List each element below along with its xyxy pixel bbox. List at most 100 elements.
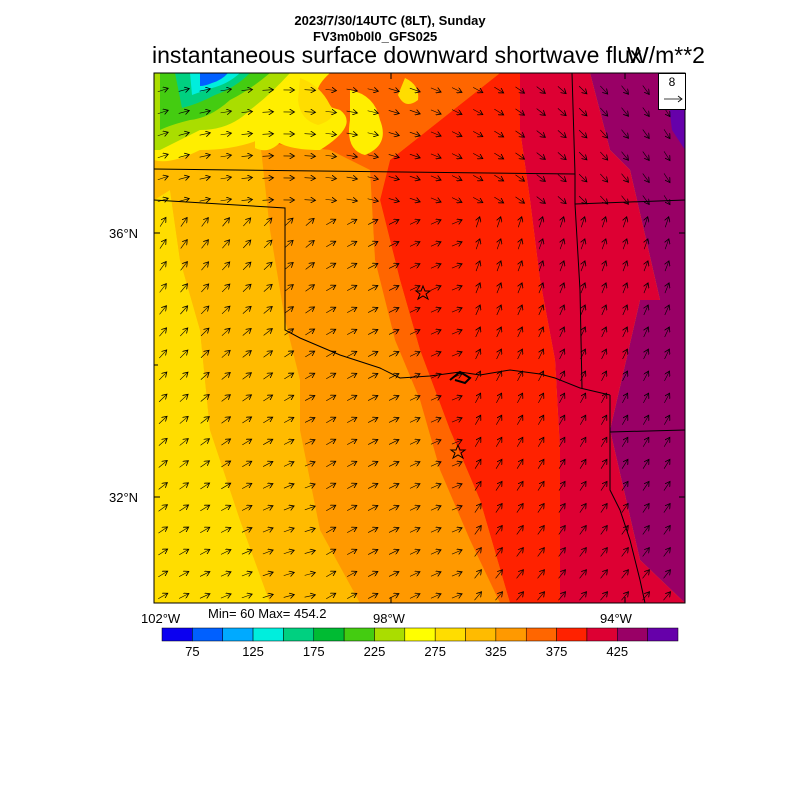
wind-arrow (367, 439, 378, 445)
colorbar-swatch (434, 627, 466, 642)
wind-arrow (326, 329, 336, 336)
wind-arrow (621, 548, 629, 557)
wind-arrow (602, 239, 606, 250)
wind-arrow (242, 284, 251, 292)
wind-arrow (430, 220, 441, 224)
wind-arrow (305, 241, 314, 248)
wind-arrow (474, 570, 482, 579)
wind-arrow (581, 261, 585, 272)
wind-arrow (581, 239, 585, 250)
wind-arrow (644, 239, 648, 250)
wind-arrow (283, 595, 295, 598)
wind-arrow (158, 483, 168, 490)
wind-arrow (262, 178, 274, 179)
wind-arrow (304, 90, 316, 91)
wind-arrow (325, 89, 337, 90)
wind-arrow (347, 593, 357, 599)
wind-arrow (578, 107, 587, 116)
wind-arrow (388, 440, 399, 445)
wind-arrow (601, 371, 606, 382)
wind-arrow (623, 283, 627, 294)
wind-arrow (388, 418, 399, 423)
wind-arrow (178, 177, 190, 180)
wind-arrow (347, 329, 357, 335)
wind-arrow (179, 372, 188, 381)
wind-arrow (284, 307, 294, 314)
wind-arrow (451, 418, 462, 422)
wind-arrow (664, 349, 670, 360)
wind-arrow (409, 594, 420, 599)
wind-arrow (559, 393, 564, 403)
wind-arrow (516, 481, 523, 491)
wind-arrow (642, 526, 649, 535)
wind-arrow (241, 133, 253, 134)
wind-arrow (494, 174, 503, 181)
wind-arrow (409, 572, 420, 577)
wind-arrow (178, 199, 190, 202)
wind-arrow (157, 88, 168, 92)
wind-arrow (644, 283, 648, 294)
wind-arrow (178, 111, 190, 114)
wind-arrow (325, 177, 337, 178)
wind-arrow (665, 283, 669, 294)
colorbar-tick-label: 175 (302, 644, 325, 659)
wind-arrow (578, 85, 587, 94)
wind-arrow (430, 132, 441, 136)
wind-arrow (347, 439, 357, 445)
wind-arrow (516, 437, 523, 447)
wind-arrow (201, 284, 208, 293)
wind-arrow (388, 132, 400, 135)
wind-arrow (515, 152, 525, 159)
wind-arrow (347, 395, 357, 401)
wind-arrow (409, 550, 420, 555)
wind-arrow (622, 415, 627, 425)
wind-arrow (664, 393, 669, 403)
wind-arrow (305, 329, 314, 336)
wind-arrow (158, 372, 167, 381)
wind-arrow (200, 372, 209, 380)
wind-arrow (159, 284, 167, 293)
wind-arrow (158, 593, 168, 599)
wind-arrow (497, 305, 501, 316)
min-max-label: Min= 60 Max= 454.2 (208, 606, 327, 621)
wind-arrow (621, 459, 628, 469)
wind-arrow (222, 262, 229, 271)
wind-arrow (347, 241, 357, 247)
wind-arrow (242, 483, 252, 489)
wind-arrow (304, 178, 316, 179)
wind-arrow (451, 594, 462, 598)
wind-arrow (473, 175, 483, 180)
wind-arrow (304, 134, 316, 135)
wind-arrow (600, 129, 607, 138)
wind-arrow (388, 308, 399, 313)
lon-label-98: 98°W (373, 611, 405, 626)
wind-arrow (430, 198, 441, 202)
wind-arrow (241, 506, 252, 511)
colorbar-swatch (404, 627, 436, 642)
wind-arrow (430, 528, 441, 532)
colorbar-swatch (617, 627, 648, 642)
wind-arrow (539, 239, 543, 250)
wind-arrow (388, 330, 399, 335)
wind-arrow (409, 88, 420, 92)
wind-arrow (284, 218, 293, 227)
wind-arrow (262, 484, 273, 489)
wind-arrow (158, 394, 167, 403)
wind-arrow (200, 306, 209, 315)
wind-arrow (536, 174, 546, 182)
wind-arrow (579, 570, 587, 579)
wind-arrow (283, 440, 294, 445)
wind-arrow (284, 373, 293, 380)
wind-arrow (494, 196, 503, 203)
wind-arrow (601, 349, 607, 360)
wind-arrow (557, 152, 566, 159)
wind-arrow (305, 285, 315, 292)
wind-arrow (262, 550, 273, 554)
wind-arrow (558, 503, 565, 513)
wind-arrow (451, 484, 462, 488)
reference-vector-label: 8 (668, 75, 676, 89)
wind-arrow (263, 284, 272, 292)
wind-arrow (263, 351, 273, 358)
wind-arrow (409, 110, 420, 114)
wind-arrow (451, 330, 462, 334)
